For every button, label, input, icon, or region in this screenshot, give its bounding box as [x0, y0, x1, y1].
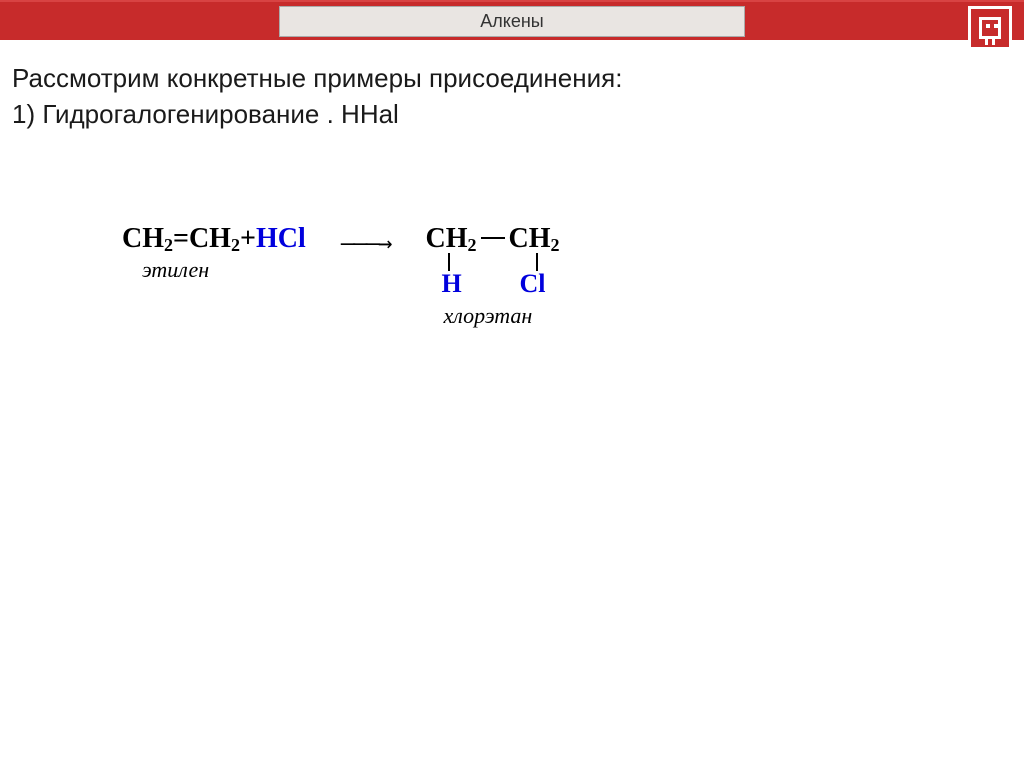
bond-horizontal	[481, 237, 505, 239]
prod-c2-sub: 2	[551, 235, 560, 256]
prod-c1: CH	[426, 223, 468, 255]
product-formula: CH2 CH2	[426, 223, 560, 255]
sub-2b: 2	[231, 235, 240, 256]
sub-2: 2	[164, 235, 173, 256]
slide-title: Алкены	[279, 6, 744, 37]
product-label: хлорэтан	[444, 303, 560, 329]
content-area: Рассмотрим конкретные примеры присоедине…	[0, 40, 1024, 349]
intro-text: Рассмотрим конкретные примеры присоедине…	[12, 60, 1012, 133]
prod-c1-sub: 2	[468, 235, 477, 256]
header-bar: Алкены	[0, 0, 1024, 40]
reagent-hcl: HCl	[256, 223, 306, 255]
chemical-equation: CH2=CH2 + HCl этилен ———→ CH2 CH2 H Cl х…	[12, 223, 1012, 329]
logo-icon	[968, 6, 1012, 50]
substituents-row: H Cl	[426, 269, 560, 299]
reactant-formula: CH2=CH2 + HCl	[122, 223, 306, 255]
intro-line-1: Рассмотрим конкретные примеры присоедине…	[12, 60, 1012, 96]
prod-c2: CH	[509, 223, 551, 255]
reactant-label: этилен	[142, 257, 209, 283]
sub-h: H	[442, 269, 462, 299]
plus-sign: +	[240, 223, 256, 255]
reactant-block: CH2=CH2 + HCl этилен	[122, 223, 306, 283]
sub-cl: Cl	[520, 269, 546, 299]
part-ch: CH	[122, 223, 164, 255]
part-eq-ch: =CH	[173, 223, 231, 255]
product-block: CH2 CH2 H Cl хлорэтан	[426, 223, 560, 329]
reaction-arrow: ———→	[341, 229, 391, 257]
intro-line-2: 1) Гидрогалогенирование . HHal	[12, 96, 1012, 132]
